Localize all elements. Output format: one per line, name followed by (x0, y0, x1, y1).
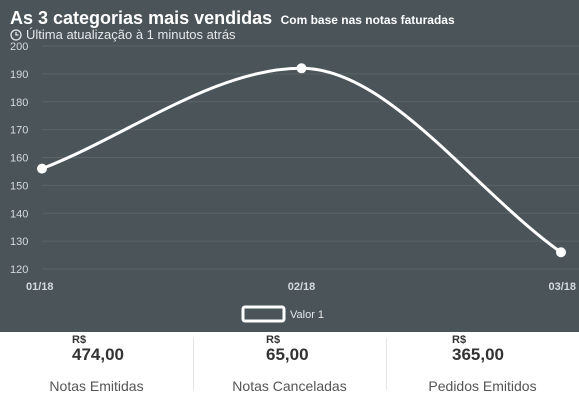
last-updated: Última atualização à 1 minutos atrás (10, 27, 236, 42)
stat-currency: R$ (72, 334, 87, 346)
stat-notas-canceladas: R$ 65,00 Notas Canceladas (193, 332, 386, 413)
clock-icon (10, 28, 22, 41)
stat-value: 65,00 (266, 345, 309, 364)
y-tick-label: 190 (10, 69, 28, 81)
stat-notas-emitidas: R$ 474,00 Notas Emitidas (0, 332, 193, 413)
y-tick-label: 170 (10, 125, 28, 137)
series-line (41, 66, 562, 254)
chart-panel: As 3 categorias mais vendidas Com base n… (0, 0, 579, 332)
last-updated-text: Última atualização à 1 minutos atrás (26, 27, 236, 42)
stat-label: Notas Canceladas (232, 378, 347, 394)
stat-label: Pedidos Emitidos (428, 378, 537, 394)
chart-title: As 3 categorias mais vendidas (10, 8, 273, 28)
stat-value: 365,00 (452, 345, 504, 364)
stat-currency: R$ (452, 334, 467, 346)
chart-subtitle: Com base nas notas faturadas (280, 13, 455, 27)
data-point (296, 63, 307, 74)
data-point (556, 247, 566, 258)
legend-label: Valor 1 (290, 309, 324, 321)
legend-swatch (241, 305, 286, 323)
x-tick-label: 01/18 (26, 281, 54, 293)
data-point (37, 163, 47, 174)
stat-currency: R$ (266, 334, 281, 346)
y-tick-label: 130 (10, 236, 28, 248)
y-tick-label: 120 (10, 264, 28, 276)
x-tick-label: 02/18 (288, 281, 316, 293)
stat-value: 474,00 (72, 345, 124, 364)
stat-label: Notas Emitidas (49, 378, 144, 394)
y-tick-label: 150 (10, 180, 28, 192)
stat-pedidos-emitidos: R$ 365,00 Pedidos Emitidos (386, 332, 579, 413)
y-tick-label: 140 (10, 208, 28, 220)
y-tick-label: 200 (10, 41, 28, 53)
x-tick-label: 03/18 (548, 281, 576, 293)
line-chart: 120 130 140 150 160 170 180 190 200 01/18 02/18 03/… (10, 41, 579, 323)
y-tick-label: 180 (10, 97, 28, 109)
stats-row: R$ 474,00 Notas Emitidas R$ 65,00 Notas … (0, 332, 579, 413)
title-row: As 3 categorias mais vendidas Com base n… (10, 8, 455, 29)
y-tick-label: 160 (10, 153, 28, 165)
